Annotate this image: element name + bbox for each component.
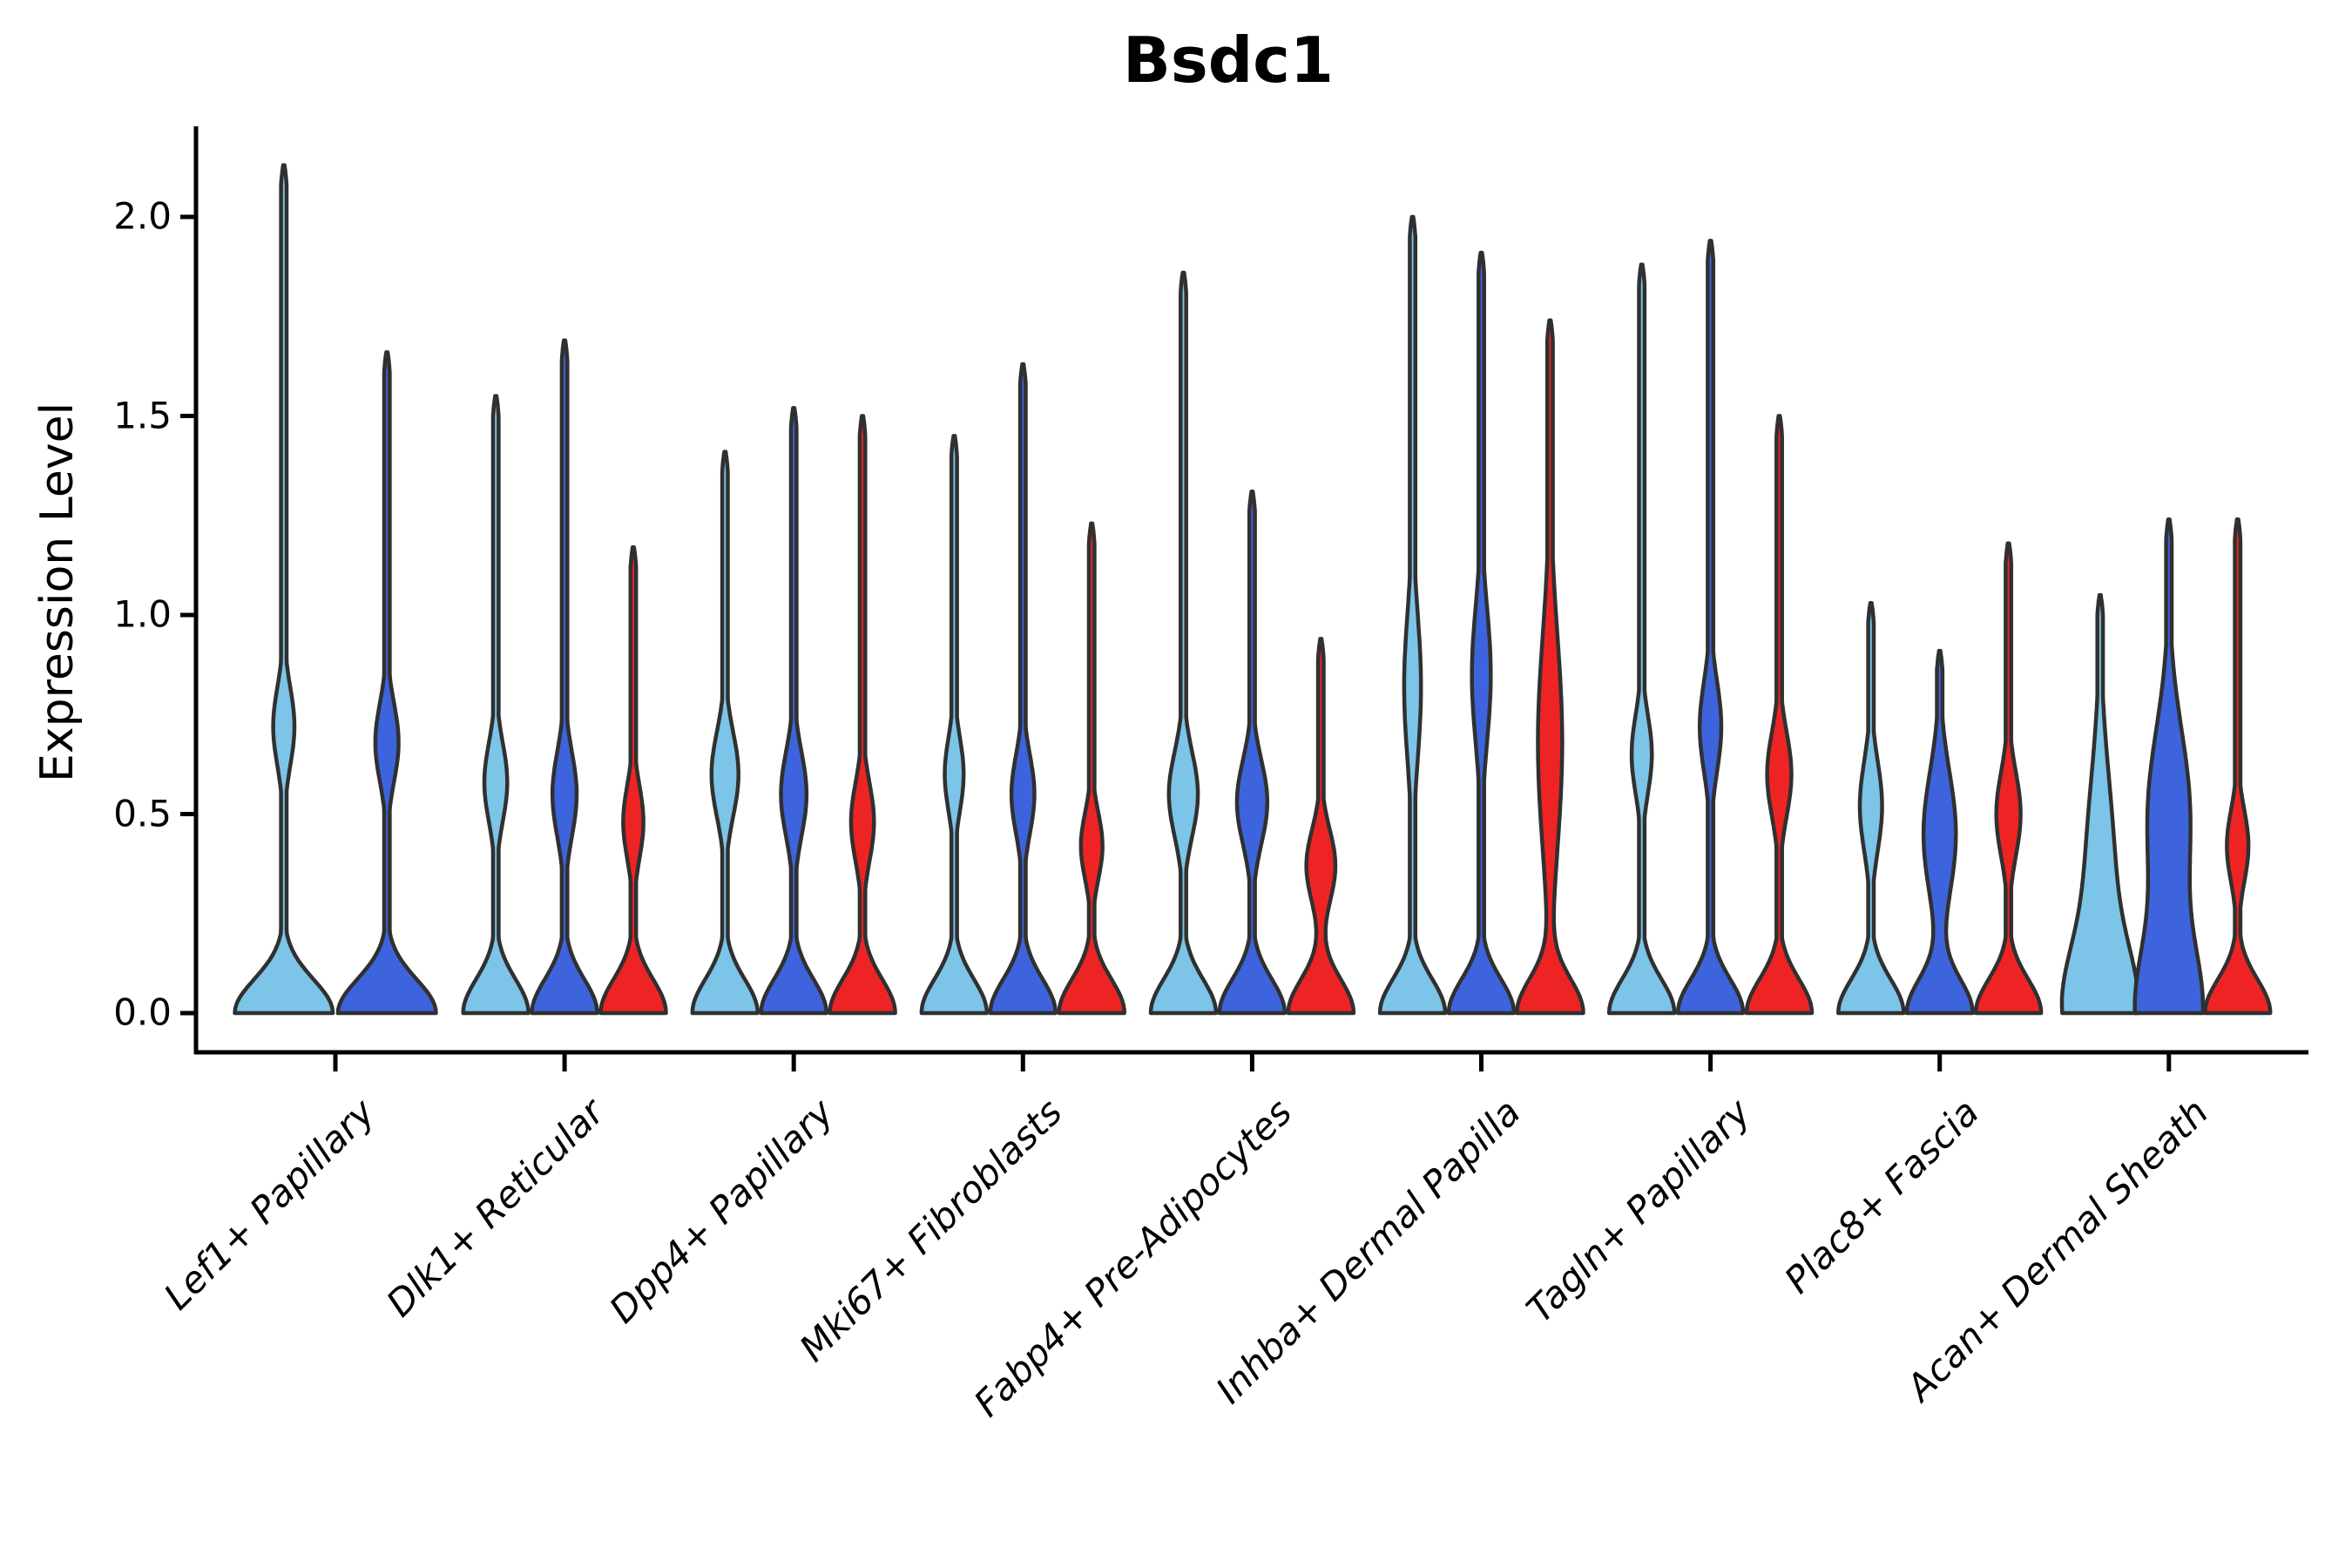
violin-layer (233, 163, 2273, 1016)
violin-0-dark-blue (335, 350, 438, 1016)
y-tick-label-4: 2.0 (113, 194, 172, 238)
chart-title: Bsdc1 (1122, 24, 1335, 97)
violin-8-dark-blue (2132, 517, 2206, 1016)
y-tick-label-1: 0.5 (113, 792, 172, 835)
violin-7-dark-blue (1904, 648, 1975, 1016)
violin-4-red (1286, 637, 1356, 1016)
violin-5-red (1515, 318, 1585, 1016)
violin-4-dark-blue (1217, 490, 1288, 1016)
axis-layer (180, 126, 2308, 1071)
y-tick-label-0: 0.0 (113, 990, 172, 1034)
violin-1-red (598, 545, 668, 1016)
violin-2-dark-blue (759, 406, 828, 1016)
y-axis-label: Expression Level (31, 402, 84, 783)
violin-7-light-blue (1836, 601, 1906, 1016)
violin-2-red (828, 414, 897, 1016)
violin-6-red (1744, 414, 1815, 1016)
violin-6-dark-blue (1675, 239, 1746, 1016)
y-tick-label-3: 1.5 (113, 394, 172, 437)
violin-3-red (1057, 521, 1126, 1016)
violin-3-light-blue (919, 434, 990, 1016)
violin-8-red (2202, 517, 2273, 1016)
violin-4-light-blue (1148, 270, 1219, 1016)
violin-5-dark-blue (1446, 250, 1517, 1016)
y-tick-label-2: 1.0 (113, 592, 172, 636)
violin-8-light-blue (2059, 592, 2141, 1016)
violin-2-light-blue (690, 449, 760, 1016)
violin-3-dark-blue (988, 362, 1058, 1016)
violin-1-dark-blue (530, 338, 599, 1016)
violin-0-light-blue (233, 163, 335, 1016)
violin-1-light-blue (461, 394, 531, 1016)
violin-5-light-blue (1377, 214, 1448, 1016)
violin-7-red (1973, 541, 2044, 1016)
violin-6-light-blue (1606, 262, 1677, 1016)
